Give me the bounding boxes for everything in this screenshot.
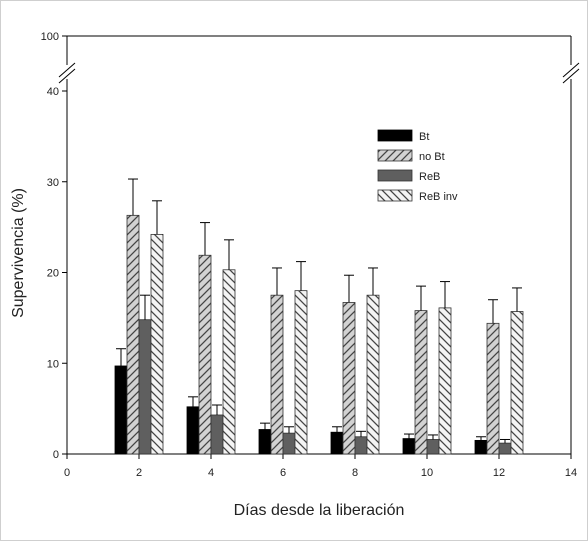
y-tick-label: 30: [47, 177, 59, 189]
x-tick-label: 10: [421, 467, 433, 479]
bar: [402, 438, 416, 455]
x-tick-label: 6: [280, 467, 286, 479]
bar: [138, 319, 152, 455]
y-tick-label: 10: [47, 358, 59, 370]
legend-label: no Bt: [419, 151, 445, 163]
x-tick-label: 0: [64, 467, 70, 479]
legend-swatch: [377, 189, 413, 202]
y-axis-title: Supervivencia (%): [10, 188, 27, 318]
bar: [498, 442, 512, 455]
legend-label: ReB: [419, 171, 440, 183]
bar: [414, 310, 428, 455]
x-tick-label: 14: [565, 467, 577, 479]
bar: [474, 439, 488, 455]
legend-swatch: [377, 169, 413, 182]
bar: [258, 429, 272, 455]
y-tick-label-upper: 100: [41, 31, 59, 43]
bar: [426, 439, 440, 455]
bar: [150, 233, 164, 455]
bar: [270, 294, 284, 455]
x-tick-label: 4: [208, 467, 214, 479]
axis-break-mark-left-1: [58, 62, 76, 78]
bar: [222, 269, 236, 455]
bar: [510, 311, 524, 455]
bar: [210, 414, 224, 455]
legend-label: Bt: [419, 131, 429, 143]
bar: [186, 406, 200, 455]
bar: [486, 322, 500, 455]
bar: [198, 254, 212, 455]
bar: [114, 365, 128, 455]
axis-break-mark-left-2: [58, 68, 76, 84]
bar: [330, 431, 344, 455]
bar: [354, 436, 368, 455]
bar: [366, 294, 380, 455]
bar: [294, 290, 308, 455]
axis-break-mark-right-2: [562, 68, 580, 84]
x-tick-label: 8: [352, 467, 358, 479]
bar: [126, 214, 140, 455]
bar: [438, 307, 452, 455]
legend-swatch: [377, 129, 413, 142]
legend-swatch: [377, 149, 413, 162]
y-tick-label: 0: [53, 449, 59, 461]
x-tick-label: 2: [136, 467, 142, 479]
legend-label: ReB inv: [419, 191, 458, 203]
y-tick-label: 20: [47, 268, 59, 280]
legend: Bt no Bt ReB ReB inv: [377, 129, 458, 203]
axis-break-mark-right-1: [562, 62, 580, 78]
bar: [282, 432, 296, 455]
x-tick-label: 12: [493, 467, 505, 479]
plot-area: 0 10 20 30 40 100 0 2 4 6 8 10 12 14: [41, 31, 580, 479]
y-tick-label: 40: [47, 86, 59, 98]
bar: [342, 302, 356, 455]
x-axis-title: Días desde la liberación: [234, 502, 405, 519]
